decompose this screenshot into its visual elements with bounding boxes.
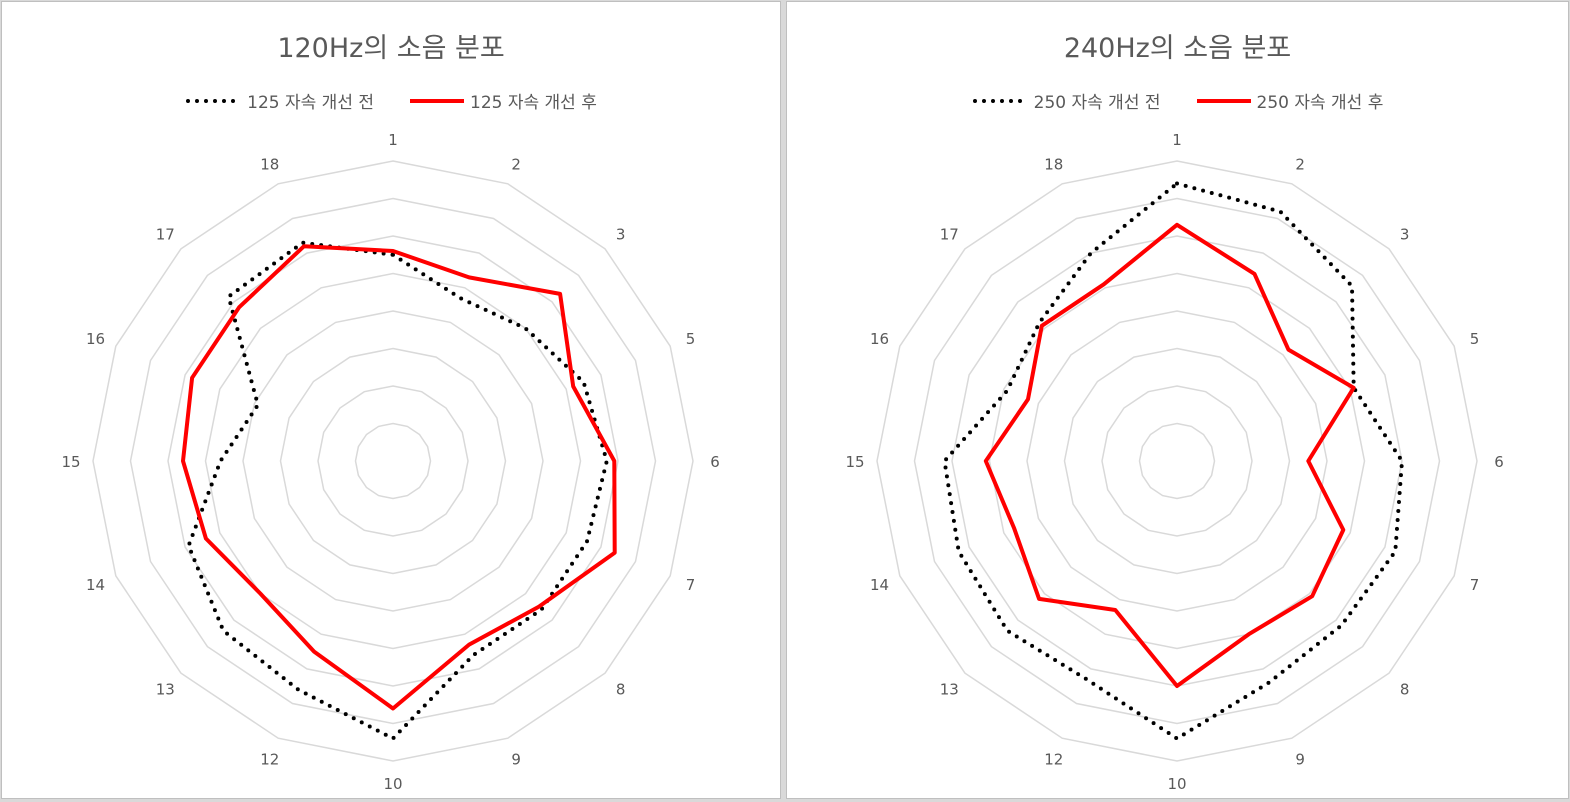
category-label: 1 bbox=[1172, 131, 1182, 149]
category-label: 10 bbox=[383, 775, 402, 793]
grid-ring bbox=[876, 160, 1478, 762]
category-label: 12 bbox=[1044, 751, 1063, 769]
series-after-line bbox=[983, 222, 1356, 688]
category-label: 15 bbox=[845, 453, 864, 471]
grid-ring bbox=[1063, 347, 1291, 575]
grid-ring bbox=[242, 310, 544, 612]
category-label: 6 bbox=[710, 453, 720, 471]
category-label: 7 bbox=[686, 576, 696, 594]
category-label: 9 bbox=[511, 751, 521, 769]
category-label: 14 bbox=[870, 576, 889, 594]
legend-item-after: 125 자속 개선 후 bbox=[408, 88, 597, 113]
category-label: 7 bbox=[1470, 576, 1480, 594]
grid-ring bbox=[279, 347, 507, 575]
category-label: 1 bbox=[388, 131, 398, 149]
grid-ring bbox=[951, 235, 1403, 687]
category-label: 10 bbox=[1167, 775, 1186, 793]
grid-ring bbox=[204, 272, 582, 650]
legend-item-before: 250 자속 개선 전 bbox=[972, 88, 1161, 113]
legend-label: 250 자속 개선 후 bbox=[1256, 93, 1384, 113]
legend-label: 125 자속 개선 후 bbox=[470, 93, 597, 113]
legend-swatch-solid bbox=[410, 98, 464, 103]
grid-ring bbox=[1026, 310, 1328, 612]
category-label: 2 bbox=[1295, 156, 1305, 174]
series-before-line bbox=[942, 181, 1404, 741]
grid-ring bbox=[129, 197, 657, 725]
grid-ring bbox=[92, 160, 694, 762]
legend-swatch-solid bbox=[1196, 98, 1251, 103]
category-label: 16 bbox=[86, 330, 105, 348]
legend-item-after: 250 자속 개선 후 bbox=[1195, 88, 1384, 113]
chart-title: 240Hz의 소음 분포 bbox=[1063, 33, 1292, 64]
category-label: 8 bbox=[1400, 681, 1410, 699]
category-label: 2 bbox=[511, 156, 521, 174]
category-label: 13 bbox=[940, 681, 959, 699]
category-label: 8 bbox=[616, 681, 626, 699]
chart-title: 120Hz의 소음 분포 bbox=[277, 33, 505, 64]
category-label: 5 bbox=[1470, 330, 1480, 348]
category-label: 17 bbox=[940, 225, 959, 243]
category-label: 9 bbox=[1295, 751, 1305, 769]
series-after-line bbox=[181, 244, 617, 711]
series-before-line bbox=[186, 240, 609, 741]
legend-label: 250 자속 개선 전 bbox=[1033, 93, 1161, 113]
category-label: 3 bbox=[616, 225, 626, 243]
grid-ring bbox=[317, 385, 469, 537]
category-label: 13 bbox=[156, 681, 175, 699]
grid-ring bbox=[1101, 385, 1253, 537]
category-label: 6 bbox=[1494, 453, 1504, 471]
grid-ring bbox=[167, 235, 619, 687]
radar-grid bbox=[92, 160, 694, 762]
legend-swatch-dotted bbox=[186, 98, 244, 103]
category-label: 17 bbox=[156, 225, 175, 243]
category-label: 5 bbox=[686, 330, 696, 348]
category-label: 18 bbox=[1044, 156, 1063, 174]
chart-legend: 125 자속 개선 전 125 자속 개선 후 bbox=[2, 88, 780, 113]
chart-legend: 250 자속 개선 전 250 자속 개선 후 bbox=[787, 88, 1568, 113]
grid-ring bbox=[913, 197, 1441, 725]
category-label: 15 bbox=[61, 453, 80, 471]
category-label: 14 bbox=[86, 576, 105, 594]
category-label: 18 bbox=[260, 156, 279, 174]
grid-ring bbox=[354, 422, 432, 500]
radar-grid bbox=[876, 160, 1478, 762]
legend-swatch-dotted bbox=[972, 98, 1030, 103]
legend-item-before: 125 자속 개선 전 bbox=[185, 88, 374, 113]
legend-label: 125 자속 개선 전 bbox=[247, 93, 374, 113]
category-label: 16 bbox=[870, 330, 889, 348]
category-label: 3 bbox=[1400, 225, 1410, 243]
grid-ring bbox=[1138, 422, 1216, 500]
category-label: 12 bbox=[260, 751, 279, 769]
